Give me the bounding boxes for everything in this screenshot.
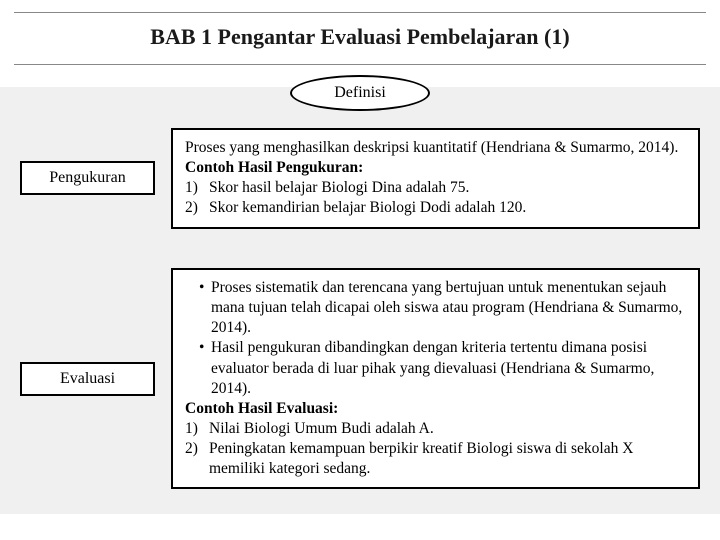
- item-text: Hasil pengukuran dibandingkan dengan kri…: [211, 338, 686, 398]
- item-number: 2): [185, 198, 209, 218]
- item-text: Proses sistematik dan terencana yang ber…: [211, 278, 686, 338]
- slide: BAB 1 Pengantar Evaluasi Pembelajaran (1…: [0, 0, 720, 540]
- item-number: 1): [185, 419, 209, 439]
- content-pengukuran: Proses yang menghasilkan deskripsi kuant…: [171, 128, 700, 229]
- definisi-label: Definisi: [334, 84, 386, 102]
- evaluasi-heading: Contoh Hasil Evaluasi:: [185, 399, 686, 419]
- label-evaluasi: Evaluasi: [20, 362, 155, 396]
- item-text: Peningkatan kemampuan berpikir kreatif B…: [209, 439, 686, 479]
- bullet-icon: •: [199, 338, 211, 398]
- pengukuran-list: 1) Skor hasil belajar Biologi Dina adala…: [185, 178, 686, 218]
- evaluasi-list: 1) Nilai Biologi Umum Budi adalah A. 2) …: [185, 419, 686, 479]
- list-item: • Proses sistematik dan terencana yang b…: [199, 278, 686, 338]
- item-text: Skor hasil belajar Biologi Dina adalah 7…: [209, 178, 469, 198]
- label-pengukuran: Pengukuran: [20, 161, 155, 195]
- top-rule: [14, 12, 706, 13]
- list-item: 2) Peningkatan kemampuan berpikir kreati…: [185, 439, 686, 479]
- content-evaluasi: • Proses sistematik dan terencana yang b…: [171, 268, 700, 489]
- item-text: Nilai Biologi Umum Budi adalah A.: [209, 419, 434, 439]
- item-number: 2): [185, 439, 209, 479]
- slide-title: BAB 1 Pengantar Evaluasi Pembelajaran (1…: [0, 0, 720, 62]
- definisi-oval: Definisi: [290, 75, 430, 111]
- bullet-icon: •: [199, 278, 211, 338]
- evaluasi-bullets: • Proses sistematik dan terencana yang b…: [185, 278, 686, 399]
- row-pengukuran: Pengukuran Proses yang menghasilkan desk…: [20, 128, 700, 229]
- pengukuran-heading: Contoh Hasil Pengukuran:: [185, 158, 686, 178]
- item-text: Skor kemandirian belajar Biologi Dodi ad…: [209, 198, 526, 218]
- title-rule: [14, 64, 706, 65]
- list-item: 2) Skor kemandirian belajar Biologi Dodi…: [185, 198, 686, 218]
- pengukuran-line1: Proses yang menghasilkan deskripsi kuant…: [185, 138, 686, 158]
- list-item: • Hasil pengukuran dibandingkan dengan k…: [199, 338, 686, 398]
- list-item: 1) Skor hasil belajar Biologi Dina adala…: [185, 178, 686, 198]
- list-item: 1) Nilai Biologi Umum Budi adalah A.: [185, 419, 686, 439]
- item-number: 1): [185, 178, 209, 198]
- row-evaluasi: Evaluasi • Proses sistematik dan terenca…: [20, 268, 700, 489]
